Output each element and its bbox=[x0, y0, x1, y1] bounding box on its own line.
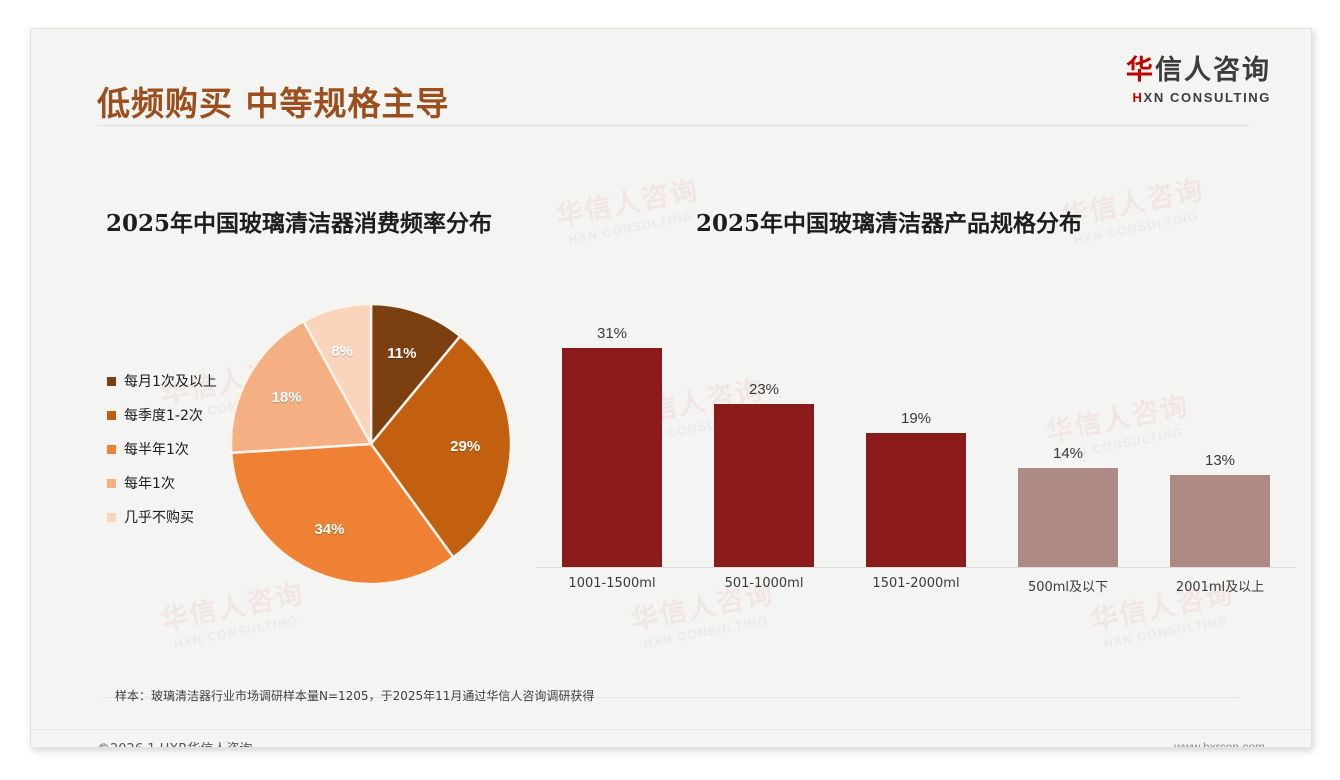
pie-slice[interactable] bbox=[229, 319, 374, 455]
logo-cn-accent: 华 bbox=[1126, 55, 1155, 86]
bar-category-label: 1501-2000ml bbox=[872, 576, 960, 591]
bar-chart-plot-area: 31% 1001-1500ml 23% 501-1000ml 19% 1501-2000m… bbox=[536, 284, 1296, 595]
bar-category-label: 501-1000ml bbox=[724, 576, 804, 591]
logo-en-rest: XN CONSULTING bbox=[1143, 90, 1271, 105]
bar-value-label: 13% bbox=[1204, 452, 1236, 469]
pie-legend-item[interactable]: 每年1次 bbox=[107, 466, 217, 500]
bar-value-label: 14% bbox=[1052, 445, 1084, 462]
legend-item-label: 几乎不购买 bbox=[124, 510, 194, 526]
footnote-divider bbox=[103, 697, 1239, 698]
legend-color-swatch bbox=[107, 478, 116, 488]
pie-chart-svg bbox=[229, 302, 513, 586]
website-url: www.hxrcon.com bbox=[1174, 740, 1265, 748]
logo-english-name: HXN CONSULTING bbox=[1126, 91, 1271, 104]
footer-divider bbox=[31, 729, 1311, 730]
legend-item-label: 每半年1次 bbox=[124, 442, 189, 458]
bar-category-label: 2001ml及以上 bbox=[1175, 580, 1265, 595]
bar-chart-axis-line bbox=[536, 567, 1296, 568]
bar[interactable] bbox=[1018, 468, 1118, 567]
bar[interactable] bbox=[866, 433, 966, 567]
bar[interactable] bbox=[562, 348, 662, 567]
pie-chart-legend: 每月1次及以上 每季度1-2次 每半年1次每年1次几乎不购买 bbox=[107, 364, 217, 534]
title-divider bbox=[97, 125, 1249, 126]
pie-slice[interactable] bbox=[369, 334, 513, 560]
company-logo: 华信人咨询 HXN CONSULTING bbox=[1126, 57, 1271, 104]
pie-legend-item[interactable]: 几乎不购买 bbox=[107, 500, 217, 534]
pie-slice[interactable] bbox=[301, 302, 373, 445]
page-title: 低频购买 中等规格主导 bbox=[97, 84, 450, 123]
watermark-en-text: HXN CONSULTING bbox=[1102, 612, 1230, 651]
pie-chart-title: 2025年中国玻璃清洁器消费频率分布 bbox=[106, 210, 493, 237]
pie-slice-label: 8% bbox=[331, 342, 353, 360]
legend-color-swatch bbox=[107, 512, 116, 522]
bar[interactable] bbox=[714, 404, 814, 567]
pie-chart: 11% 29% 34% 18% 8% 每月1次及以上 每季度1-2次 每半年1次每年1次几乎… bbox=[91, 279, 531, 609]
legend-item-label: 每月1次及以上 bbox=[124, 374, 217, 390]
logo-chinese-name: 华信人咨询 bbox=[1126, 57, 1271, 84]
watermark-en-text: HXN CONSULTING bbox=[642, 612, 770, 651]
pie-slice[interactable] bbox=[369, 302, 462, 448]
legend-item-label: 每年1次 bbox=[124, 476, 175, 492]
legend-color-swatch bbox=[107, 410, 116, 420]
bar-chart-column: 13% 2001ml及以上 bbox=[1144, 284, 1296, 595]
bar-value-label: 31% bbox=[596, 325, 628, 342]
copyright-text: ©2026.1 HXR华信人咨询 bbox=[97, 738, 252, 747]
pie-legend-item[interactable]: 每半年1次 bbox=[107, 432, 217, 466]
watermark-en-text: HXN CONSULTING bbox=[172, 612, 300, 651]
pie-slice[interactable] bbox=[229, 442, 456, 586]
pie-slice-label: 11% bbox=[387, 345, 417, 363]
bar[interactable] bbox=[1170, 475, 1270, 567]
bar-category-label: 1001-1500ml bbox=[568, 576, 656, 591]
watermark-en-text: HXN CONSULTING bbox=[567, 208, 695, 247]
pie-slice-label: 18% bbox=[271, 389, 302, 407]
legend-color-swatch bbox=[107, 376, 116, 386]
bar-category-label: 500ml及以下 bbox=[1027, 580, 1109, 595]
legend-color-swatch bbox=[107, 444, 116, 454]
legend-item-label: 每季度1-2次 bbox=[124, 408, 203, 424]
bar-chart-column: 19% 1501-2000ml bbox=[840, 284, 992, 591]
watermark: 华信人咨询 HXN CONSULTING bbox=[552, 168, 705, 249]
bar-chart-column: 14% 500ml及以下 bbox=[992, 284, 1144, 595]
pie-legend-item[interactable]: 每月1次及以上 bbox=[107, 364, 217, 398]
pie-legend-item[interactable]: 每季度1-2次 bbox=[107, 398, 217, 432]
footnote: 样本：玻璃清洁器行业市场调研样本量N=1205，于2025年11月通过华信人咨询… bbox=[115, 689, 595, 703]
logo-cn-rest: 信人咨询 bbox=[1155, 55, 1271, 86]
watermark-en-text: HXN CONSULTING bbox=[1072, 208, 1200, 247]
bar-chart-column: 31% 1001-1500ml bbox=[536, 284, 688, 591]
bar-chart: 31% 1001-1500ml 23% 501-1000ml 19% 1501-2000m… bbox=[536, 284, 1296, 595]
bar-value-label: 23% bbox=[748, 381, 780, 398]
slide-canvas: 华信人咨询 HXN CONSULTING 华信人咨询 HXN CONSULTIN… bbox=[30, 28, 1312, 748]
bar-chart-title: 2025年中国玻璃清洁器产品规格分布 bbox=[696, 210, 1083, 237]
pie-slice-label: 29% bbox=[450, 437, 481, 455]
bar-chart-column: 23% 501-1000ml bbox=[688, 284, 840, 591]
bar-value-label: 19% bbox=[900, 410, 932, 427]
logo-en-accent: H bbox=[1132, 90, 1144, 105]
pie-slice-label: 34% bbox=[314, 521, 345, 539]
watermark-cn-text: 华信人咨询 bbox=[553, 174, 702, 233]
